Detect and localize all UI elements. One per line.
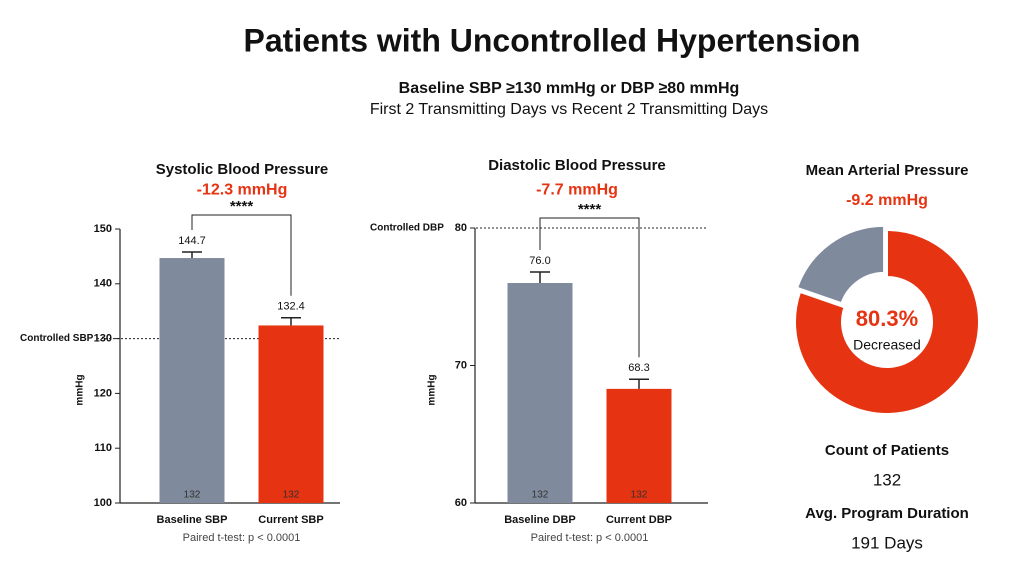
value-label: 144.7 bbox=[178, 235, 206, 247]
significance-label: **** bbox=[230, 198, 254, 215]
stat-value: 132 bbox=[873, 470, 901, 489]
y-tick-label: 150 bbox=[94, 223, 112, 235]
value-label: 76.0 bbox=[529, 255, 550, 267]
subtitle: Baseline SBP ≥130 mmHg or DBP ≥80 mmHg bbox=[399, 80, 740, 97]
test-note: Paired t-test: p < 0.0001 bbox=[183, 532, 301, 544]
value-label: 132.4 bbox=[277, 301, 305, 313]
x-tick-label: Baseline DBP bbox=[504, 514, 576, 526]
slide-title: Patients with Uncontrolled Hypertension bbox=[244, 22, 861, 58]
stat-value: 191 Days bbox=[851, 533, 923, 552]
y-tick-label: 120 bbox=[94, 387, 112, 399]
reference-label: Controlled DBP bbox=[370, 223, 444, 234]
x-tick-label: Current SBP bbox=[258, 514, 323, 526]
count-label: 132 bbox=[283, 490, 300, 501]
y-tick-label: 70 bbox=[455, 359, 467, 371]
donut-slice bbox=[795, 224, 886, 305]
change-label: -9.2 mmHg bbox=[846, 192, 928, 209]
reference-label: Controlled SBP bbox=[20, 333, 94, 344]
significance-label: **** bbox=[578, 201, 602, 218]
change-label: -12.3 mmHg bbox=[197, 182, 288, 199]
count-label: 132 bbox=[532, 490, 549, 501]
stat-label: Count of Patients bbox=[825, 442, 949, 459]
chart-title: Systolic Blood Pressure bbox=[156, 161, 329, 178]
center-label: Decreased bbox=[853, 337, 921, 353]
significance-bracket bbox=[191, 214, 292, 296]
y-tick-label: 110 bbox=[94, 442, 112, 454]
description: First 2 Transmitting Days vs Recent 2 Tr… bbox=[370, 101, 768, 118]
y-tick-label: 140 bbox=[94, 278, 112, 290]
y-axis-label: mmHg bbox=[75, 374, 86, 405]
test-note: Paired t-test: p < 0.0001 bbox=[531, 532, 649, 544]
significance-bracket bbox=[539, 217, 640, 358]
center-value: 80.3% bbox=[856, 306, 918, 331]
chart-title: Diastolic Blood Pressure bbox=[488, 157, 666, 174]
y-tick-label: 80 bbox=[455, 222, 467, 234]
bar bbox=[258, 325, 324, 503]
bar bbox=[606, 388, 672, 503]
count-label: 132 bbox=[184, 490, 201, 501]
y-axis-label: mmHg bbox=[427, 374, 438, 405]
change-label: -7.7 mmHg bbox=[536, 181, 618, 198]
bar bbox=[507, 283, 573, 503]
x-tick-label: Baseline SBP bbox=[157, 514, 228, 526]
chart-title: Mean Arterial Pressure bbox=[806, 162, 969, 179]
value-label: 68.3 bbox=[628, 362, 649, 374]
y-tick-label: 60 bbox=[455, 497, 467, 509]
count-label: 132 bbox=[631, 490, 648, 501]
x-tick-label: Current DBP bbox=[606, 514, 672, 526]
y-tick-label: 100 bbox=[94, 497, 112, 509]
stat-label: Avg. Program Duration bbox=[805, 505, 969, 522]
bar bbox=[159, 258, 225, 503]
donut-slice bbox=[794, 228, 980, 415]
